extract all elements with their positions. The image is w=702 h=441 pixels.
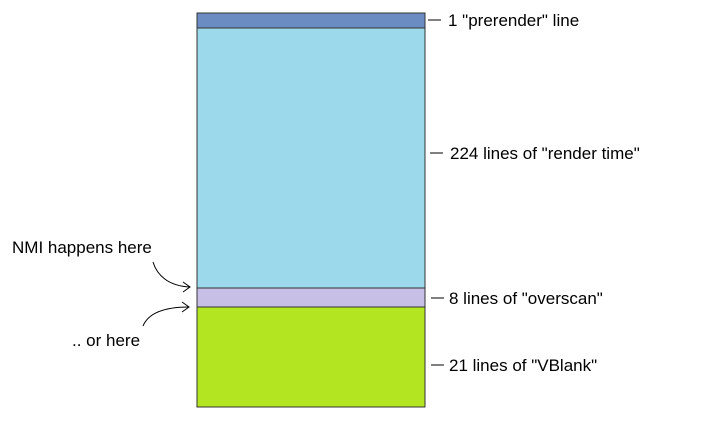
segment-labels: 1 "prerender" line 224 lines of "render … [448, 11, 640, 375]
prerender-label: 1 "prerender" line [448, 11, 579, 30]
or-here-arrow-head [181, 301, 190, 313]
annotation-arrows [142, 261, 191, 327]
render-time-segment [196, 27, 426, 289]
scanline-bar [196, 12, 426, 408]
overscan-label: 8 lines of "overscan" [449, 289, 603, 308]
vblank-label: 21 lines of "VBlank" [449, 356, 597, 375]
or-here-label: .. or here [72, 331, 140, 350]
prerender-segment [196, 12, 426, 29]
overscan-segment [196, 287, 426, 308]
nmi-arrow-head [182, 281, 191, 293]
segment-leaders [428, 19, 444, 366]
render-time-label: 224 lines of "render time" [450, 144, 640, 163]
vblank-segment [196, 306, 426, 408]
or-here-arrow-curve [142, 306, 190, 327]
nmi-happens-here-label: NMI happens here [12, 238, 152, 257]
nmi-arrow-curve [152, 261, 191, 288]
